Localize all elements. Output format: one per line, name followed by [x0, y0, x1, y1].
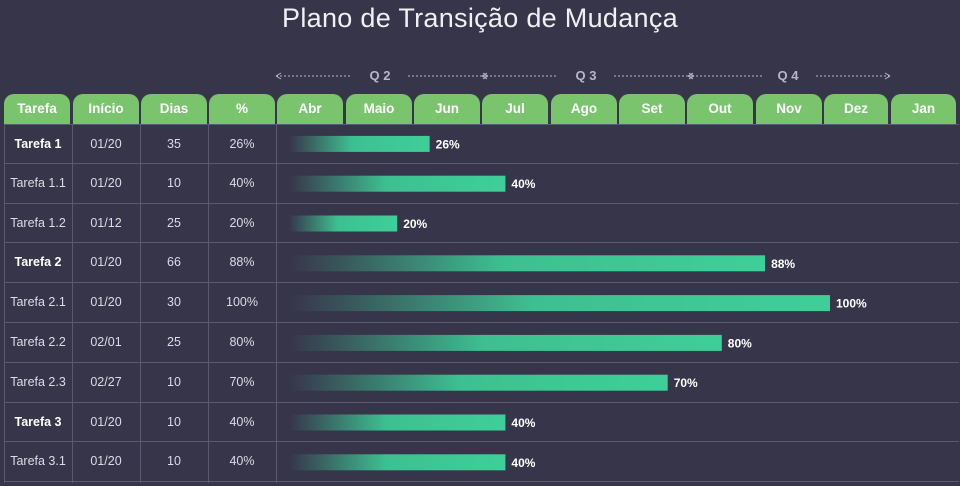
cell-days: 10: [167, 454, 181, 469]
bar-value-label: 26%: [436, 137, 460, 151]
month-header: Set: [619, 94, 685, 124]
arrow-right-icon: [816, 72, 891, 80]
column-divider: [72, 124, 73, 483]
bar-value-label: 40%: [511, 177, 535, 191]
cell-start: 01/20: [90, 414, 122, 429]
progress-bar: [289, 255, 766, 272]
cell-start: 02/01: [90, 335, 122, 349]
month-header: Nov: [756, 94, 822, 124]
cell-days: 35: [167, 137, 181, 151]
progress-bar: [289, 295, 830, 312]
cell-start: 01/20: [90, 295, 122, 310]
cell-start: 01/20: [90, 175, 122, 190]
month-header: Jan: [891, 94, 956, 124]
cell-task: Tarefa 3: [14, 414, 62, 429]
table-row: Tarefa 3.1 01/20 10 40%: [4, 442, 959, 483]
cell-task: Tarefa 1: [14, 137, 62, 151]
cell-start: 01/20: [90, 454, 122, 469]
cell-start: 01/20: [90, 137, 122, 151]
task-table: Tarefa 1 01/20 35 26% Tarefa 1.1 01/20 10 40% Ta…: [4, 124, 959, 483]
month-header: Jun: [414, 94, 480, 124]
cell-pct: 20%: [229, 215, 255, 230]
cell-days: 30: [167, 295, 181, 310]
column-divider: [208, 124, 209, 483]
table-row: Tarefa 1.1 01/20 10 40%: [4, 164, 959, 204]
month-header: Ago: [551, 94, 617, 124]
progress-bar: [289, 135, 430, 152]
cell-pct: 80%: [229, 335, 255, 349]
table-row: Tarefa 1 01/20 35 26%: [4, 124, 959, 164]
progress-bar: [289, 334, 722, 351]
quarter-band: Q 2 Q 3 Q 4: [0, 64, 960, 88]
arrow-left-icon: [687, 72, 764, 80]
cell-days: 66: [167, 255, 181, 270]
column-header-pct: %: [209, 94, 275, 124]
progress-bar: [289, 175, 506, 192]
bar-value-label: 40%: [511, 416, 535, 430]
cell-pct: 40%: [229, 454, 255, 469]
cell-task: Tarefa 1.2: [10, 215, 66, 230]
column-divider: [4, 124, 5, 483]
month-header: Maio: [346, 94, 412, 124]
cell-pct: 70%: [229, 374, 255, 389]
cell-start: 01/20: [90, 255, 122, 270]
gantt-bars: 26% 40% 20% 88% 100% 80% 70% 40% 40%: [289, 135, 867, 471]
cell-start: 02/27: [90, 374, 122, 389]
page-title: Plano de Transição de Mudança: [282, 3, 678, 33]
cell-task: Tarefa 2: [14, 255, 62, 270]
cell-pct: 40%: [229, 414, 255, 429]
cell-pct: 26%: [229, 137, 255, 151]
progress-bar: [289, 414, 506, 431]
table-row: Tarefa 1.2 01/12 25 20%: [4, 204, 959, 244]
cell-days: 10: [167, 414, 181, 429]
table-row: Tarefa 2 01/20 66 88%: [4, 243, 959, 284]
bar-value-label: 100%: [836, 297, 867, 311]
progress-bar: [289, 374, 668, 391]
quarter-label-q2: Q 2: [369, 68, 391, 83]
cell-pct: 88%: [229, 255, 255, 270]
table-row: Tarefa 2.1 01/20 30 100%: [4, 283, 959, 323]
progress-bar: [289, 215, 398, 232]
table-row: Tarefa 2.3 02/27 10 70%: [4, 363, 959, 403]
bar-value-label: 88%: [771, 257, 795, 271]
cell-days: 10: [167, 374, 181, 389]
cell-pct: 100%: [226, 295, 258, 310]
table-row: Tarefa 3 01/20 10 40%: [4, 403, 959, 443]
month-header: Dez: [824, 94, 888, 124]
column-divider: [276, 124, 277, 483]
bar-value-label: 40%: [511, 456, 535, 470]
quarter-label-q4: Q 4: [777, 68, 799, 83]
column-header-start: Início: [73, 94, 139, 124]
arrow-left-icon: [481, 72, 558, 80]
progress-bar: [289, 454, 506, 471]
month-header: Abr: [277, 94, 343, 124]
table-header: Tarefa Início Dias % Abr Maio Jun Jul Ag…: [0, 94, 960, 124]
cell-days: 25: [167, 215, 181, 230]
cell-start: 01/12: [90, 215, 122, 230]
arrow-left-icon: [275, 72, 352, 80]
column-header-days: Dias: [141, 94, 207, 124]
bar-value-label: 20%: [403, 217, 427, 231]
month-header: Out: [687, 94, 753, 124]
table-row: Tarefa 2.2 02/01 25 80%: [4, 323, 959, 363]
bar-value-label: 70%: [674, 376, 698, 390]
column-header-task: Tarefa: [4, 94, 70, 124]
quarter-label-q3: Q 3: [575, 68, 597, 83]
cell-days: 10: [167, 175, 181, 190]
cell-task: Tarefa 2.3: [10, 374, 66, 389]
cell-task: Tarefa 2.1: [10, 295, 66, 310]
column-divider: [140, 124, 141, 483]
cell-task: Tarefa 1.1: [10, 175, 66, 190]
bar-value-label: 80%: [728, 336, 752, 350]
cell-pct: 40%: [229, 175, 255, 190]
cell-days: 25: [167, 335, 181, 349]
month-header: Jul: [482, 94, 548, 124]
cell-task: Tarefa 2.2: [10, 335, 66, 349]
cell-task: Tarefa 3.1: [10, 454, 66, 469]
